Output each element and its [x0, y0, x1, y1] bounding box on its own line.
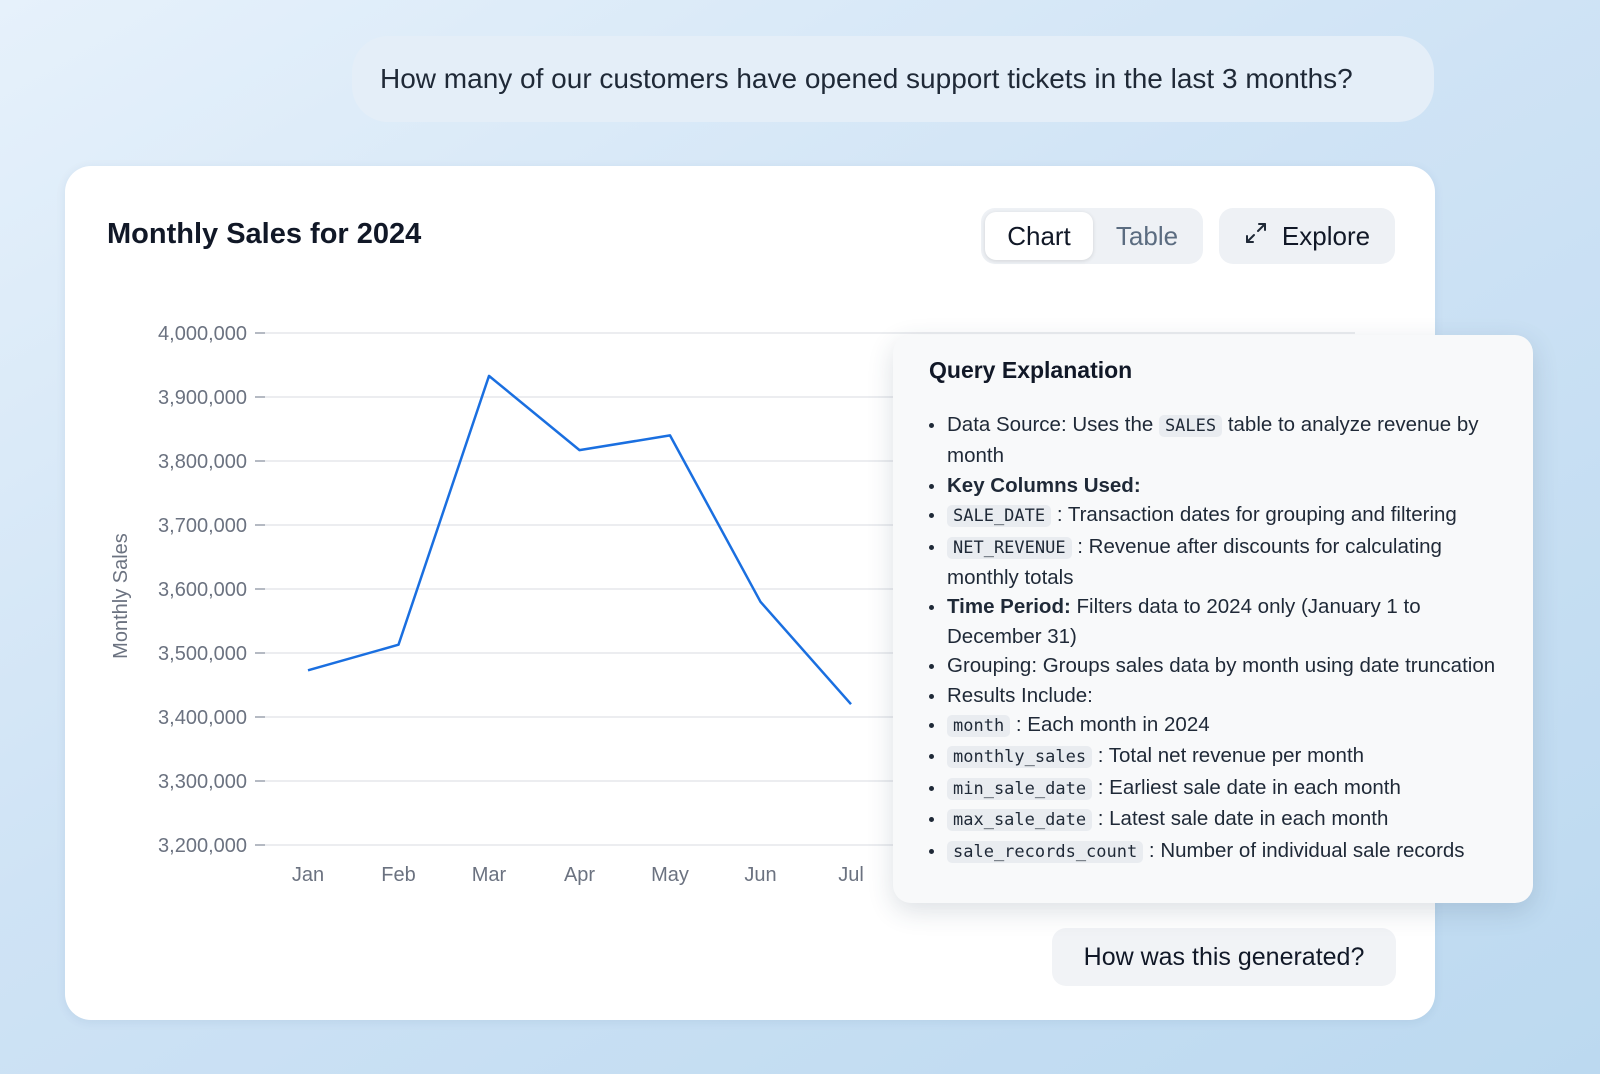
explanation-item: Key Columns Used:	[929, 471, 1505, 500]
y-tick-label: 3,600,000	[158, 579, 247, 601]
series-line	[307, 374, 852, 706]
x-tick-label: Mar	[472, 864, 507, 886]
y-tick-label: 3,400,000	[158, 707, 247, 729]
how-generated-button[interactable]: How was this generated?	[1052, 928, 1396, 986]
x-tick-label: Feb	[381, 864, 415, 886]
expand-arrows-icon	[1244, 221, 1268, 252]
column-code: monthly_sales	[947, 746, 1093, 769]
card-title: Monthly Sales for 2024	[107, 218, 422, 250]
y-tick-label: 3,300,000	[158, 771, 247, 793]
x-tick-label: May	[651, 864, 689, 886]
explanation-list: Data Source: Uses the SALES table to ana…	[929, 410, 1505, 867]
y-tick-label: 3,200,000	[158, 835, 247, 857]
column-code: min_sale_date	[947, 777, 1093, 800]
how-generated-label: How was this generated?	[1083, 942, 1365, 971]
explanation-item-text: : Revenue after discounts for calculatin…	[947, 534, 1442, 590]
explanation-item-text: : Total net revenue per month	[1092, 744, 1365, 768]
explanation-item: min_sale_date : Earliest sale date in ea…	[929, 773, 1505, 804]
explanation-item-text: : Each month in 2024	[1010, 713, 1210, 737]
explanation-item: SALE_DATE : Transaction dates for groupi…	[929, 500, 1505, 531]
y-tick-label: 4,000,000	[158, 323, 247, 345]
explanation-item-text: Data Source: Uses the	[947, 413, 1159, 436]
explanation-item-text: : Latest sale date in each month	[1092, 807, 1389, 831]
tab-table[interactable]: Table	[1115, 220, 1179, 251]
column-code: SALES	[1158, 415, 1223, 437]
x-tick-label: Jan	[292, 864, 324, 886]
column-code: SALE_DATE	[947, 505, 1052, 528]
y-tick-label: 3,500,000	[158, 643, 247, 665]
explanation-item-label: Time Period:	[947, 595, 1071, 619]
x-tick-label: Jun	[744, 864, 776, 886]
explanation-item: Data Source: Uses the SALES table to ana…	[929, 410, 1505, 471]
explanation-item-text: Filters data to 2024 only (January 1 to …	[947, 595, 1421, 648]
tab-chart[interactable]: Chart	[985, 212, 1093, 260]
explanation-item: month : Each month in 2024	[929, 710, 1505, 741]
explanation-item: Time Period: Filters data to 2024 only (…	[929, 592, 1505, 651]
explanation-item-label: Key Columns Used:	[947, 473, 1141, 497]
column-code: NET_REVENUE	[947, 536, 1072, 559]
user-question-text: How many of our customers have opened su…	[380, 63, 1353, 94]
explanation-item-text: Results Include:	[947, 683, 1093, 707]
user-question-bubble: How many of our customers have opened su…	[352, 36, 1434, 122]
explanation-item-text: table to analyze revenue by month	[947, 413, 1479, 468]
explanation-item-text: Grouping: Groups sales data by month usi…	[947, 654, 1496, 678]
explanation-item-text: : Transaction dates for grouping and fil…	[1051, 503, 1457, 527]
explore-button[interactable]: Explore	[1219, 208, 1395, 264]
y-tick-label: 3,800,000	[158, 451, 247, 473]
column-code: max_sale_date	[947, 809, 1093, 832]
explore-label: Explore	[1281, 220, 1371, 251]
y-tick-label: 3,700,000	[158, 515, 247, 537]
column-code: sale_records_count	[947, 840, 1144, 863]
explanation-item: Grouping: Groups sales data by month usi…	[929, 651, 1505, 680]
column-code: month	[947, 715, 1011, 738]
query-explanation-popup: Query Explanation Data Source: Uses the …	[893, 335, 1533, 903]
y-axis-label: Monthly Sales	[110, 533, 132, 659]
popup-title: Query Explanation	[929, 357, 1133, 383]
view-toggle: Chart Table	[981, 208, 1203, 264]
explanation-item: sale_records_count : Number of individua…	[929, 836, 1505, 867]
explanation-item: max_sale_date : Latest sale date in each…	[929, 804, 1505, 835]
explanation-item: NET_REVENUE : Revenue after discounts fo…	[929, 532, 1505, 593]
x-tick-label: Jul	[838, 864, 864, 886]
explanation-item-text: : Number of individual sale records	[1143, 838, 1465, 862]
explanation-item: monthly_sales : Total net revenue per mo…	[929, 741, 1505, 772]
explanation-item: Results Include:	[929, 681, 1505, 710]
x-tick-label: Apr	[564, 864, 595, 886]
y-tick-label: 3,900,000	[158, 387, 247, 409]
explanation-item-text: : Earliest sale date in each month	[1092, 775, 1401, 799]
